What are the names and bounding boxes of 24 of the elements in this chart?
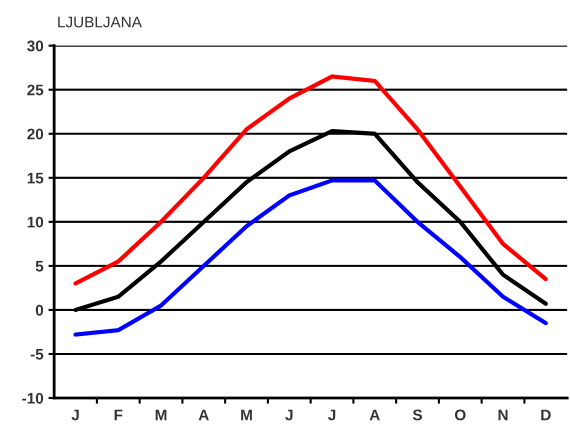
x-tick-label: S	[412, 410, 422, 420]
x-tick-label: N	[498, 410, 508, 420]
y-tick-label: -5	[30, 349, 44, 360]
x-tick-label: J	[328, 410, 336, 420]
y-tick-label: 10	[28, 216, 44, 228]
y-tick-label: 30	[27, 40, 44, 52]
x-tick-label: M	[241, 410, 252, 420]
x-tick-label: A	[370, 410, 380, 420]
x-tick-label: D	[541, 410, 551, 420]
y-tick-label: -10	[22, 392, 44, 404]
chart-title: LJUBLJANA	[58, 16, 142, 28]
x-tick-label: A	[198, 410, 209, 420]
y-tick-label: 15	[28, 172, 44, 184]
line-series	[73, 74, 548, 286]
y-tick-label: 0	[36, 304, 44, 316]
line-series	[73, 178, 548, 337]
x-tick-label: F	[114, 410, 122, 420]
y-tick-label: 20	[27, 128, 44, 140]
x-tick-label: J	[285, 410, 292, 420]
y-tick-label: 5	[36, 260, 44, 272]
x-tick-label: J	[72, 410, 79, 420]
y-tick-label: 25	[27, 84, 44, 96]
x-tick-label: O	[454, 410, 466, 420]
x-tick-label: M	[156, 410, 166, 420]
